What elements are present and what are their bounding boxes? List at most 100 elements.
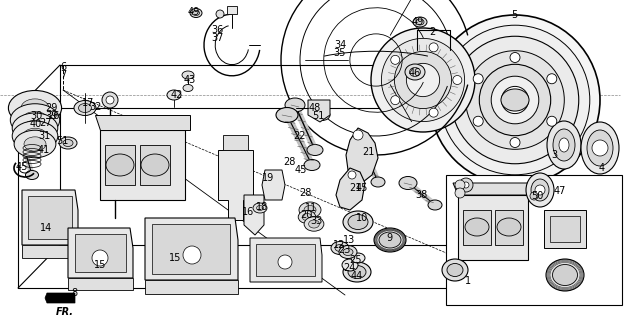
Ellipse shape <box>59 137 77 149</box>
Text: 42: 42 <box>171 90 183 100</box>
Polygon shape <box>223 135 248 150</box>
Polygon shape <box>68 228 133 278</box>
Ellipse shape <box>74 100 96 116</box>
Polygon shape <box>22 190 78 245</box>
Ellipse shape <box>298 211 316 223</box>
Ellipse shape <box>183 84 193 92</box>
Text: 46: 46 <box>409 68 421 78</box>
Circle shape <box>535 185 545 195</box>
Text: 30: 30 <box>30 111 42 121</box>
Text: 27: 27 <box>40 118 52 128</box>
Polygon shape <box>262 170 285 200</box>
Ellipse shape <box>302 213 312 220</box>
Circle shape <box>473 116 483 126</box>
Ellipse shape <box>253 203 267 213</box>
Ellipse shape <box>343 211 373 233</box>
Text: 32: 32 <box>90 102 102 112</box>
Circle shape <box>502 86 529 114</box>
Ellipse shape <box>428 200 442 210</box>
Polygon shape <box>346 128 378 182</box>
Text: FR.: FR. <box>56 307 74 317</box>
Text: 2: 2 <box>429 27 435 37</box>
Ellipse shape <box>24 137 46 151</box>
Circle shape <box>440 25 590 175</box>
Text: 4: 4 <box>599 163 605 173</box>
Polygon shape <box>145 218 238 280</box>
Bar <box>544 210 586 248</box>
Text: 33: 33 <box>310 216 322 226</box>
Text: 41: 41 <box>38 145 50 155</box>
Text: 28: 28 <box>299 188 311 198</box>
Ellipse shape <box>190 9 202 18</box>
Ellipse shape <box>26 171 38 180</box>
Polygon shape <box>336 168 365 210</box>
Ellipse shape <box>348 266 366 278</box>
Text: 21: 21 <box>349 183 361 193</box>
Polygon shape <box>68 278 133 290</box>
Text: 15: 15 <box>94 260 106 270</box>
Ellipse shape <box>465 218 489 236</box>
Text: 19: 19 <box>262 173 274 183</box>
Text: 34: 34 <box>334 40 346 50</box>
Text: 9: 9 <box>386 233 392 243</box>
Polygon shape <box>308 100 330 122</box>
Circle shape <box>510 52 520 62</box>
Ellipse shape <box>546 259 584 291</box>
Circle shape <box>547 116 557 126</box>
Ellipse shape <box>307 145 323 156</box>
Text: 20: 20 <box>300 210 312 220</box>
Ellipse shape <box>8 91 61 125</box>
Circle shape <box>430 15 600 185</box>
Bar <box>105 145 135 185</box>
Text: 23: 23 <box>338 245 350 255</box>
Text: 35: 35 <box>334 48 346 58</box>
Ellipse shape <box>405 64 425 80</box>
Text: 12: 12 <box>333 240 345 250</box>
Text: 40: 40 <box>30 119 42 129</box>
Polygon shape <box>256 244 315 276</box>
Bar <box>140 145 170 185</box>
Polygon shape <box>75 234 126 272</box>
Text: 25: 25 <box>349 255 361 265</box>
Text: 45: 45 <box>295 165 307 175</box>
Text: 48: 48 <box>309 103 321 113</box>
Ellipse shape <box>10 104 60 136</box>
Circle shape <box>451 36 579 164</box>
Ellipse shape <box>348 214 368 229</box>
Ellipse shape <box>304 205 316 214</box>
Ellipse shape <box>351 253 365 263</box>
Circle shape <box>183 246 201 264</box>
Polygon shape <box>28 196 72 239</box>
Ellipse shape <box>308 220 319 228</box>
Ellipse shape <box>442 259 468 281</box>
Ellipse shape <box>374 228 406 252</box>
Text: 13: 13 <box>343 235 355 245</box>
Ellipse shape <box>587 130 613 166</box>
Ellipse shape <box>379 232 401 248</box>
Ellipse shape <box>23 128 47 144</box>
Circle shape <box>479 64 551 136</box>
Ellipse shape <box>317 112 327 118</box>
Ellipse shape <box>285 98 305 112</box>
Ellipse shape <box>21 99 49 117</box>
Ellipse shape <box>399 177 417 189</box>
Circle shape <box>530 192 538 200</box>
Text: 39: 39 <box>45 111 57 121</box>
Text: 18: 18 <box>256 202 268 212</box>
Ellipse shape <box>63 140 73 147</box>
Polygon shape <box>152 224 230 274</box>
Circle shape <box>455 180 465 190</box>
Circle shape <box>348 171 356 179</box>
Ellipse shape <box>547 121 581 169</box>
Circle shape <box>491 76 539 124</box>
Text: 31: 31 <box>38 131 50 141</box>
Text: 45: 45 <box>16 162 28 172</box>
Text: 36: 36 <box>211 25 223 35</box>
Circle shape <box>455 188 465 198</box>
Ellipse shape <box>559 138 569 152</box>
Text: 6: 6 <box>60 62 66 72</box>
Ellipse shape <box>331 242 349 254</box>
Bar <box>550 216 580 242</box>
Ellipse shape <box>501 89 529 111</box>
Text: 15: 15 <box>169 253 181 263</box>
